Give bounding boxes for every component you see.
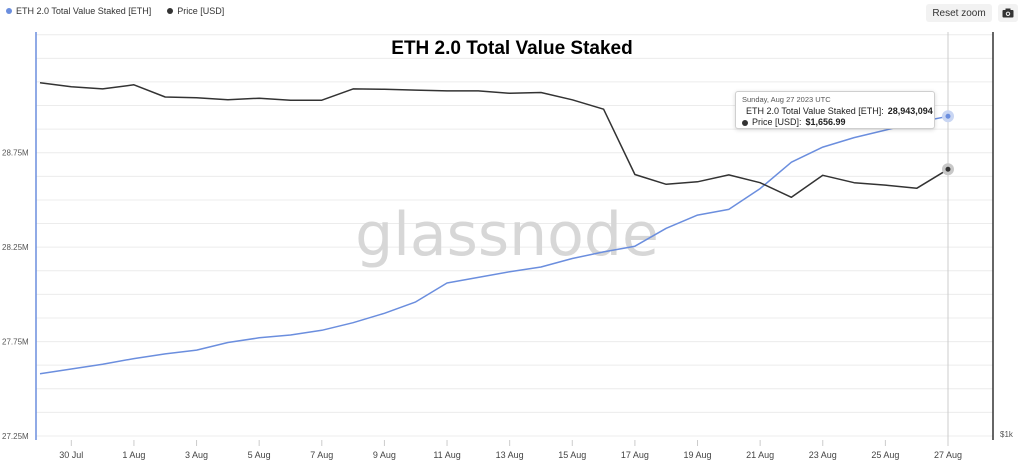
x-tick-label: 21 Aug	[746, 450, 774, 460]
y-right-tick-label: $1k	[1000, 430, 1014, 439]
legend-item-price[interactable]: Price [USD]	[167, 6, 224, 16]
reset-zoom-button[interactable]: Reset zoom	[926, 4, 992, 22]
x-tick-label: 1 Aug	[122, 450, 145, 460]
x-tick-label: 7 Aug	[310, 450, 333, 460]
y-left-tick-label: 28.75M	[2, 149, 29, 158]
legend-item-staked[interactable]: ETH 2.0 Total Value Staked [ETH]	[6, 6, 151, 16]
staked-hover-point[interactable]	[945, 113, 951, 119]
x-tick-label: 19 Aug	[684, 450, 712, 460]
staked-series-line[interactable]	[39, 115, 949, 375]
export-button[interactable]	[998, 4, 1018, 22]
legend-price-dot-icon	[167, 8, 174, 14]
tooltip: Sunday, Aug 27 2023 UTC ETH 2.0 Total Va…	[735, 91, 935, 129]
x-tick-label: 23 Aug	[809, 450, 837, 460]
x-tick-label: 13 Aug	[496, 450, 524, 460]
price-hover-point[interactable]	[945, 166, 951, 172]
legend-staked-dot-icon	[6, 8, 12, 14]
x-tick-label: 5 Aug	[248, 450, 271, 460]
y-left-tick-label: 28.25M	[2, 243, 29, 252]
price-series-line[interactable]	[39, 82, 949, 199]
x-tick-label: 17 Aug	[621, 450, 649, 460]
chart-legend: ETH 2.0 Total Value Staked [ETH] Price […	[6, 6, 224, 16]
tooltip-price-value: $1,656.99	[805, 117, 846, 127]
x-tick-label: 27 Aug	[934, 450, 962, 460]
tooltip-row-price: Price [USD]: $1,656.99	[742, 117, 928, 128]
x-tick-label: 9 Aug	[373, 450, 396, 460]
chart-title: ETH 2.0 Total Value Staked	[391, 38, 632, 59]
x-tick-label: 30 Jul	[59, 450, 83, 460]
y-left-tick-label: 27.75M	[2, 338, 29, 347]
tooltip-price-dot-icon	[742, 119, 748, 126]
camera-icon	[1002, 8, 1014, 17]
tooltip-staked-label: ETH 2.0 Total Value Staked [ETH]:	[746, 106, 884, 116]
tooltip-price-label: Price [USD]:	[752, 117, 802, 127]
y-left-tick-label: 27.25M	[2, 432, 29, 441]
x-tick-label: 15 Aug	[558, 450, 586, 460]
tooltip-date: Sunday, Aug 27 2023 UTC	[742, 95, 831, 104]
tooltip-row-staked: ETH 2.0 Total Value Staked [ETH]: 28,943…	[742, 106, 933, 117]
watermark-text: glassnode	[355, 200, 659, 270]
x-tick-label: 3 Aug	[185, 450, 208, 460]
legend-price-label: Price [USD]	[177, 6, 225, 16]
x-tick-label: 25 Aug	[871, 450, 899, 460]
x-tick-label: 11 Aug	[433, 450, 460, 460]
tooltip-staked-value: 28,943,094	[887, 106, 933, 116]
legend-staked-label: ETH 2.0 Total Value Staked [ETH]	[16, 6, 152, 16]
